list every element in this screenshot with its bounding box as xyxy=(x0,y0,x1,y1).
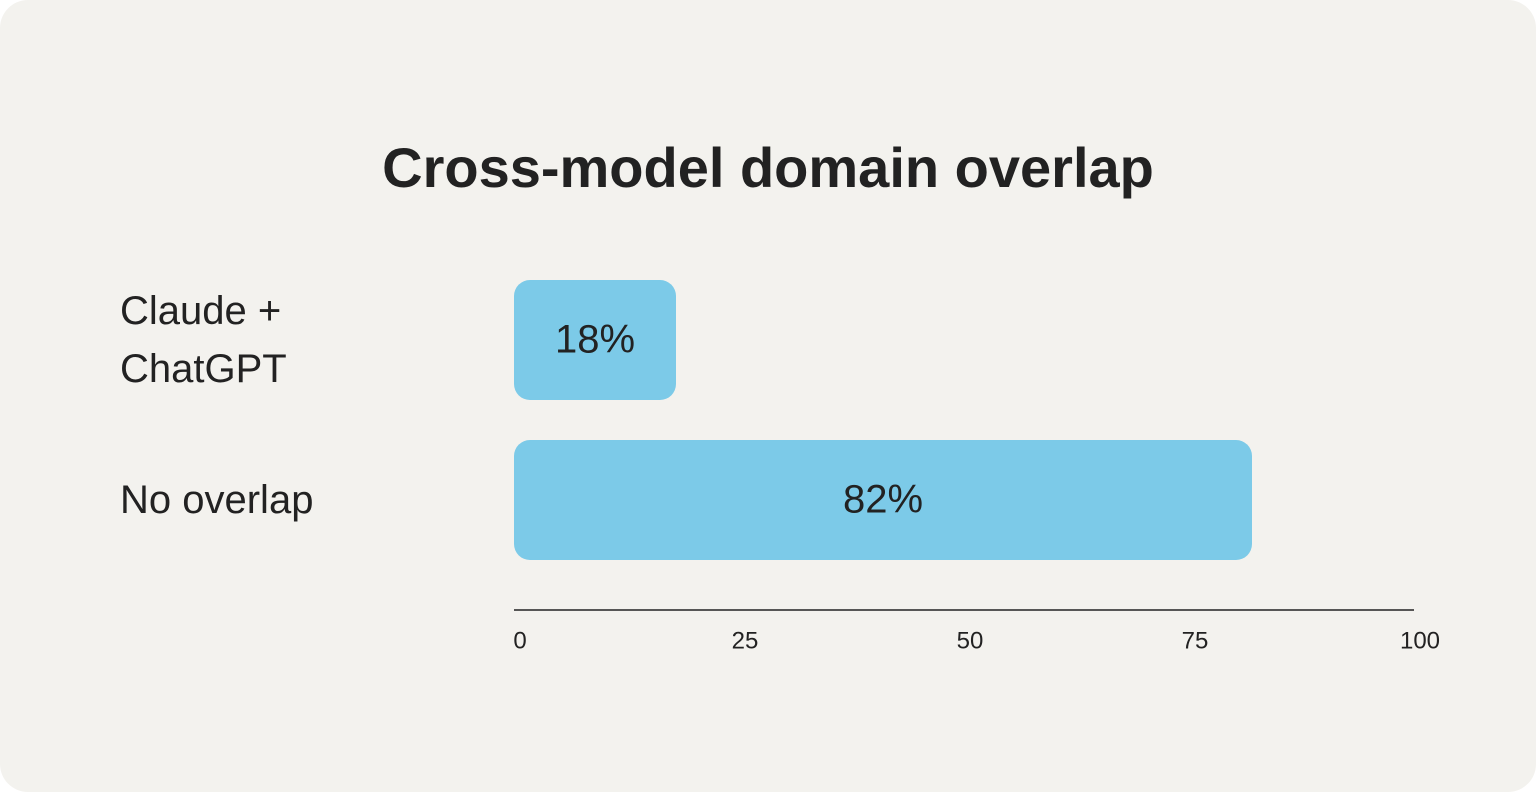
bar-value-label: 18% xyxy=(555,318,635,362)
x-tick-label: 0 xyxy=(513,627,526,654)
bar xyxy=(514,280,676,400)
category-label: No overlap xyxy=(120,478,314,522)
bar-value-label: 82% xyxy=(843,478,923,522)
x-tick-label: 25 xyxy=(732,627,759,654)
x-tick-label: 50 xyxy=(957,627,984,654)
category-label: Claude + ChatGPT xyxy=(120,289,287,391)
x-tick-label: 100 xyxy=(1400,627,1440,654)
chart-title: Cross-model domain overlap xyxy=(382,136,1154,199)
x-tick-label: 75 xyxy=(1182,627,1209,654)
bar xyxy=(514,440,1252,560)
